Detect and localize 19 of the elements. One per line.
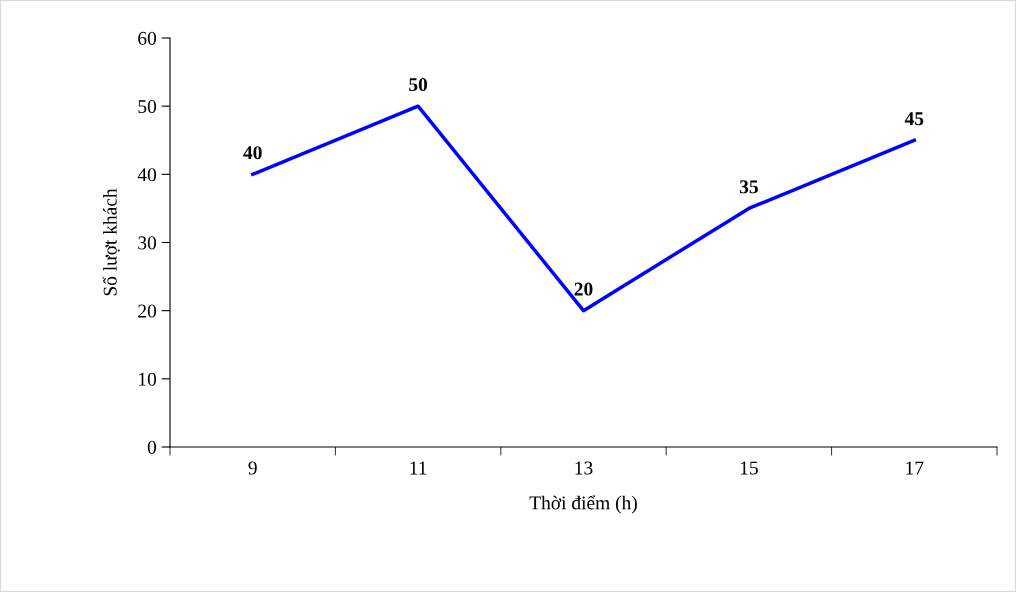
x-tick-label: 15 [740, 461, 758, 475]
x-tick-label: 17 [906, 461, 924, 475]
y-tick-label: 0 [147, 440, 157, 454]
data-label: 45 [904, 112, 924, 126]
data-label: 35 [739, 180, 758, 194]
y-tick-label: 30 [138, 236, 157, 250]
x-axis-title: Thời điểm (h) [529, 495, 637, 514]
data-label: 40 [243, 146, 262, 160]
y-tick-label: 40 [137, 168, 157, 182]
x-tick-label: 11 [410, 461, 427, 475]
y-tick-label: 10 [139, 372, 157, 386]
y-tick-label: 20 [138, 304, 157, 318]
y-axis-title: Số lượt khách [102, 188, 120, 296]
y-tick-label: 60 [138, 31, 157, 45]
y-tick-label: 50 [138, 99, 157, 114]
x-tick-label: 9 [248, 461, 257, 475]
data-label: 20 [574, 282, 593, 296]
x-tick-label: 13 [575, 461, 593, 475]
data-label: 50 [409, 77, 428, 92]
